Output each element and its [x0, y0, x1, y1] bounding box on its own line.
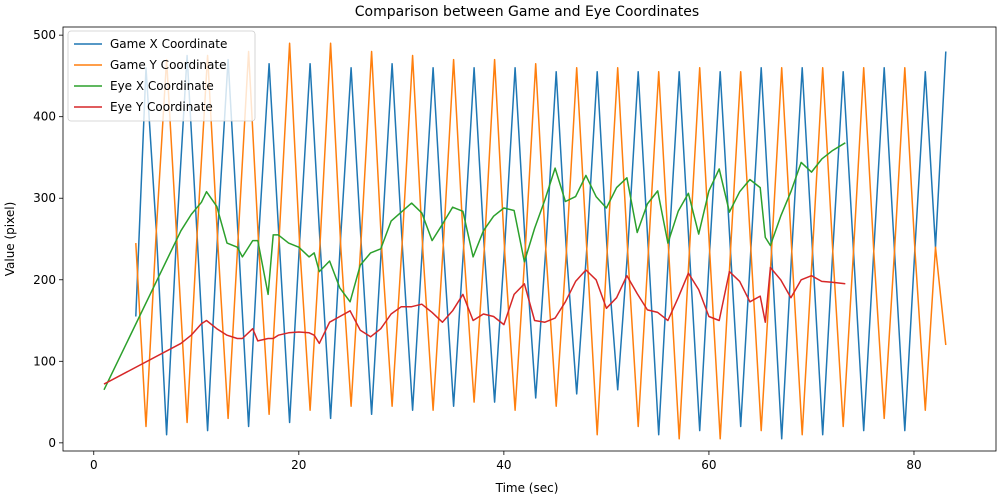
series-line-game-x-coordinate — [135, 51, 947, 440]
series-line-eye-x-coordinate — [103, 142, 846, 391]
series-line-eye-y-coordinate — [103, 266, 846, 385]
y-tick-label: 100 — [33, 354, 56, 368]
y-axis-label: Value (pixel) — [3, 202, 17, 277]
chart-title: Comparison between Game and Eye Coordina… — [355, 4, 699, 20]
x-tick-label: 60 — [701, 458, 716, 472]
legend-entry: Eye Y Coordinate — [110, 100, 213, 114]
y-tick-label: 200 — [33, 273, 56, 287]
y-tick-label: 400 — [33, 110, 56, 124]
y-axis: 0 100 200 300 400 500 — [33, 28, 63, 450]
y-tick-label: 0 — [48, 436, 56, 450]
series-line-game-y-coordinate — [135, 42, 947, 440]
x-tick-label: 80 — [906, 458, 921, 472]
series-layer — [103, 42, 947, 440]
plot-area-frame — [62, 26, 997, 452]
x-axis: 0 20 40 60 80 — [90, 451, 922, 472]
x-tick-label: 40 — [496, 458, 511, 472]
legend-box — [67, 30, 256, 122]
legend-entry: Eye X Coordinate — [110, 79, 214, 93]
y-tick-label: 300 — [33, 191, 56, 205]
legend: Game X Coordinate Game Y Coordinate Eye X … — [67, 30, 256, 122]
legend-entry: Game X Coordinate — [110, 37, 227, 51]
y-tick-label: 500 — [33, 28, 56, 42]
x-tick-label: 20 — [291, 458, 306, 472]
legend-entry: Game Y Coordinate — [110, 58, 226, 72]
x-tick-label: 0 — [90, 458, 98, 472]
x-axis-label: Time (sec) — [495, 481, 559, 495]
